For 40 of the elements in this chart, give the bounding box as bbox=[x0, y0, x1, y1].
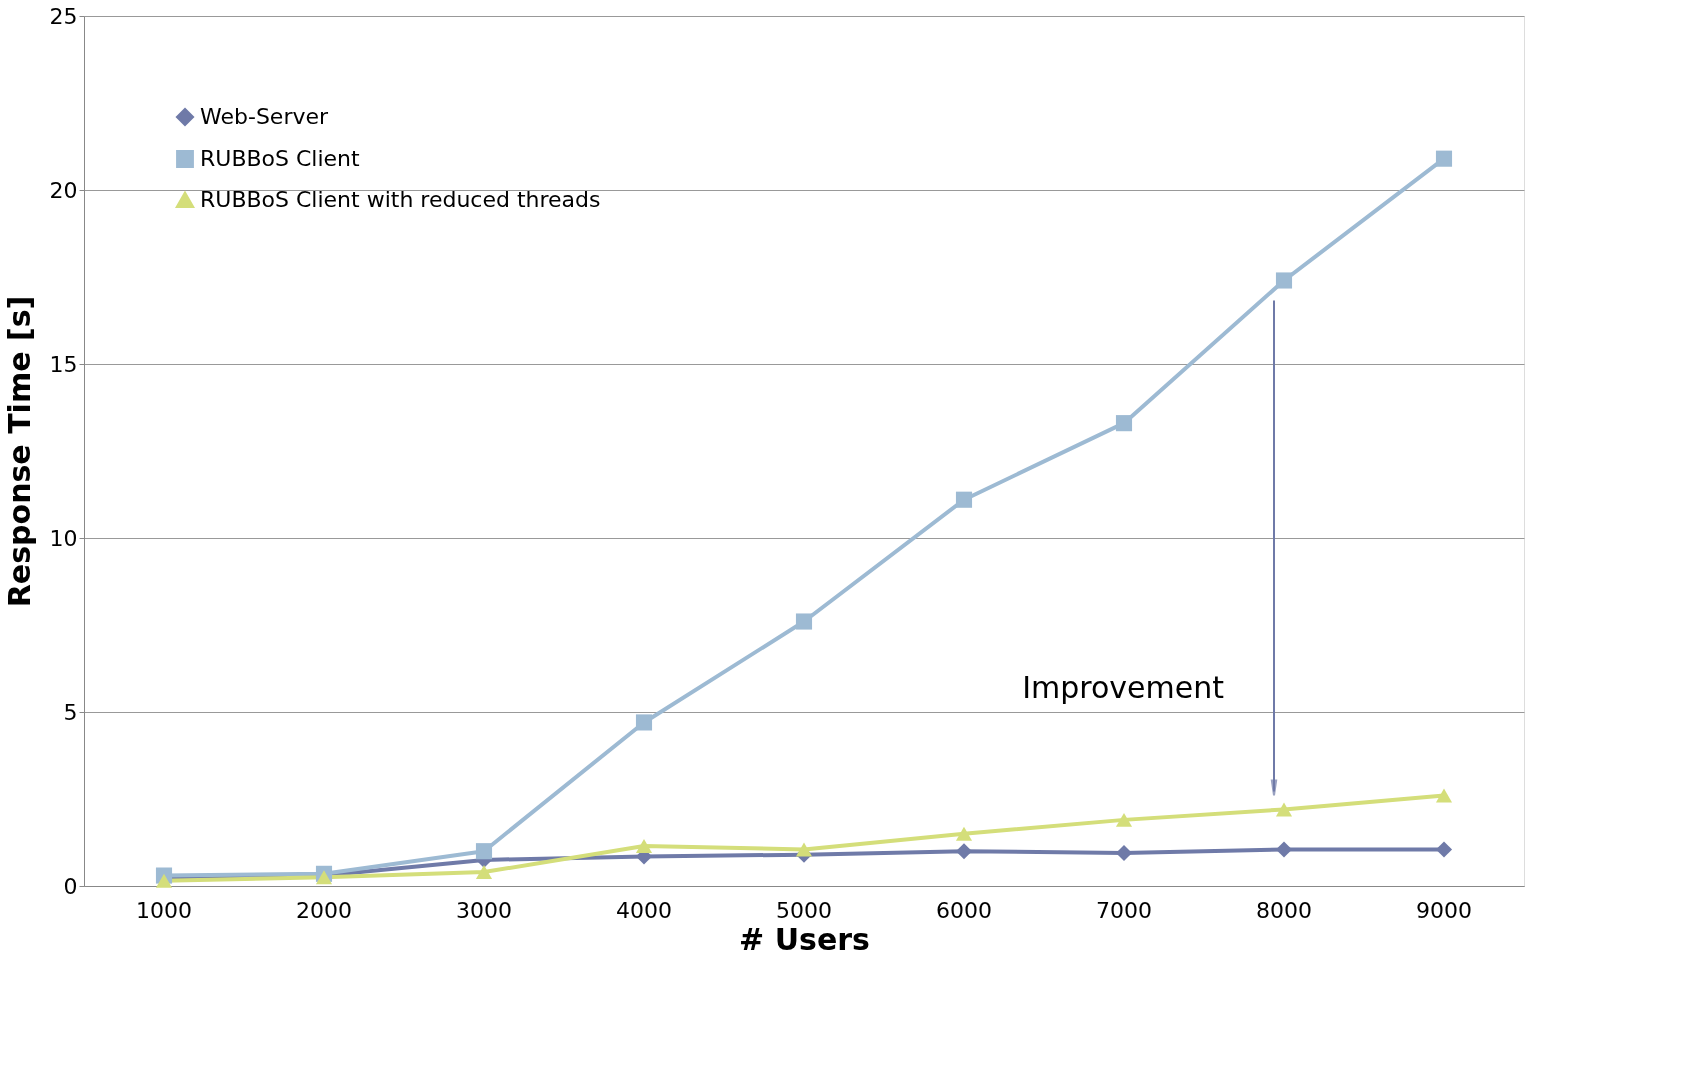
y-tick-label: 0 bbox=[63, 873, 78, 899]
point bbox=[955, 843, 973, 860]
x-tick-label: 8000 bbox=[1256, 897, 1312, 923]
x-tick-label: 3000 bbox=[456, 897, 512, 923]
x-tick-label: 6000 bbox=[936, 897, 992, 923]
x-tick-label: 1000 bbox=[136, 897, 192, 923]
legend-label: RUBBoS Client with reduced threads bbox=[200, 187, 601, 212]
point bbox=[955, 826, 973, 841]
point bbox=[955, 491, 973, 508]
y-tick-label: 25 bbox=[49, 3, 78, 29]
x-tick-label: 5000 bbox=[776, 897, 832, 923]
x-tick-label: 7000 bbox=[1096, 897, 1152, 923]
point bbox=[1115, 812, 1133, 827]
point bbox=[1275, 841, 1293, 858]
point bbox=[1435, 150, 1453, 167]
y-tick-label: 15 bbox=[49, 351, 78, 377]
point bbox=[475, 865, 493, 880]
legend-label: RUBBoS Client bbox=[200, 146, 361, 171]
y-tick-label: 10 bbox=[49, 525, 78, 551]
point bbox=[155, 873, 173, 888]
x-tick-label: 2000 bbox=[296, 897, 352, 923]
point bbox=[1435, 841, 1453, 858]
y-axis-title: Response Time [s] bbox=[1, 295, 37, 608]
point bbox=[635, 714, 653, 731]
point bbox=[1115, 415, 1133, 432]
point bbox=[1275, 802, 1293, 817]
annotation: Improvement bbox=[1022, 670, 1225, 706]
y-tick-label: 5 bbox=[63, 699, 78, 725]
x-axis-title: # Users bbox=[739, 921, 870, 957]
point bbox=[635, 839, 653, 853]
point bbox=[1435, 788, 1453, 803]
legend-label: Web-Server bbox=[200, 104, 329, 129]
x-tick-label: 9000 bbox=[1416, 897, 1472, 923]
x-tick-label: 4000 bbox=[616, 897, 672, 923]
point bbox=[1275, 272, 1293, 289]
y-tick-label: 20 bbox=[49, 177, 78, 203]
point bbox=[795, 613, 813, 630]
point bbox=[475, 843, 493, 860]
point bbox=[1115, 844, 1133, 861]
point bbox=[795, 842, 813, 857]
